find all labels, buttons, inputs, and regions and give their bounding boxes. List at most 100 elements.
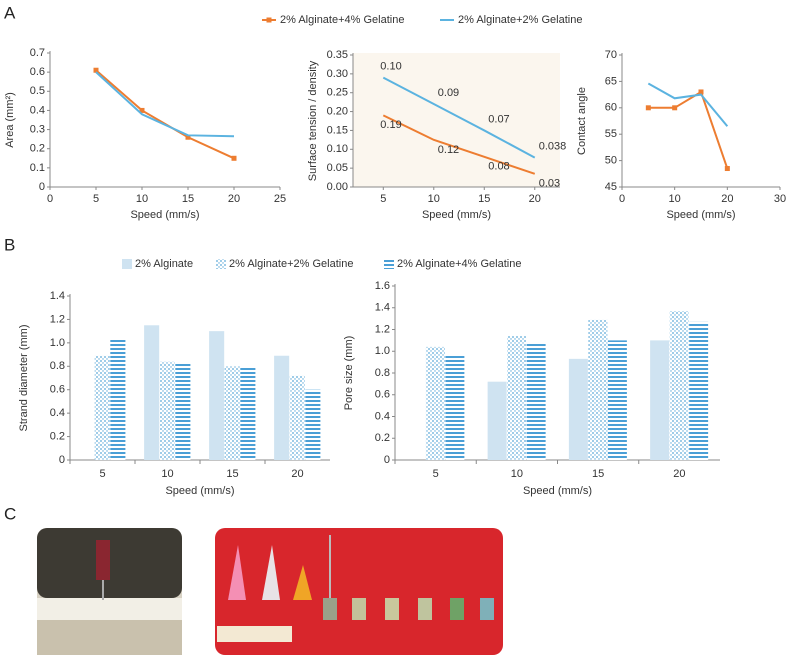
y-tick-label: 0.15 <box>327 124 348 136</box>
point <box>672 105 678 111</box>
bar <box>425 346 445 460</box>
y-tick-label: 70 <box>605 49 617 61</box>
x-axis-title: Speed (mm/s) <box>523 485 592 497</box>
x-tick-label: 10 <box>428 193 440 205</box>
bar <box>669 311 689 460</box>
photo-needles <box>215 528 503 655</box>
line <box>382 114 536 175</box>
bar <box>305 389 321 460</box>
point <box>698 89 704 95</box>
legend-label: 2% Alginate+4% Gelatine <box>397 258 521 270</box>
bar <box>607 340 627 460</box>
legend-swatch <box>384 259 394 269</box>
x-tick-label: 0 <box>47 193 53 205</box>
x-tick-label: 5 <box>433 468 439 480</box>
bar <box>240 366 256 460</box>
legend-label: 2% Alginate+4% Gelatine <box>280 14 404 26</box>
x-axis-title: Speed (mm/s) <box>422 209 491 221</box>
bar <box>650 340 670 460</box>
y-tick-label: 0.25 <box>327 87 348 99</box>
point <box>93 67 99 73</box>
y-tick-label: 0.2 <box>50 430 65 442</box>
bar <box>110 339 126 460</box>
point <box>724 166 730 172</box>
y-axis-title: Contact angle <box>576 87 588 155</box>
y-tick-label: 1.0 <box>50 337 65 349</box>
x-tick-label: 5 <box>99 468 105 480</box>
y-tick-label: 50 <box>605 155 617 167</box>
point-label: 0.038 <box>539 140 567 152</box>
x-tick-label: 15 <box>226 468 238 480</box>
y-axis-title: Surface tension / density <box>307 60 319 181</box>
y-tick-label: 0.10 <box>327 143 348 155</box>
point <box>645 105 651 111</box>
point-label: 0.19 <box>380 119 401 131</box>
line <box>648 90 729 169</box>
y-tick-label: 1.6 <box>375 280 390 292</box>
x-tick-label: 15 <box>592 468 604 480</box>
y-tick-label: 55 <box>605 128 617 140</box>
bar <box>588 319 608 460</box>
y-tick-label: 0.6 <box>50 384 65 396</box>
y-tick-label: 0.8 <box>375 367 390 379</box>
y-tick-label: 0.05 <box>327 162 348 174</box>
x-tick-label: 10 <box>161 468 173 480</box>
y-tick-label: 0.8 <box>50 360 65 372</box>
y-tick-label: 0.2 <box>375 432 390 444</box>
bar <box>445 354 465 460</box>
bar <box>568 358 588 460</box>
x-tick-label: 10 <box>136 193 148 205</box>
legend-label: 2% Alginate+2% Gelatine <box>458 14 582 26</box>
y-tick-label: 65 <box>605 75 617 87</box>
x-tick-label: 20 <box>291 468 303 480</box>
legend-label: 2% Alginate <box>135 258 193 270</box>
x-tick-label: 20 <box>529 193 541 205</box>
bar <box>209 331 225 460</box>
y-tick-label: 0.1 <box>30 162 45 174</box>
x-tick-label: 20 <box>721 193 733 205</box>
y-tick-label: 0.4 <box>375 410 390 422</box>
bar <box>289 375 305 460</box>
line <box>95 69 235 160</box>
x-tick-label: 10 <box>669 193 681 205</box>
y-tick-label: 0.2 <box>30 143 45 155</box>
y-tick-label: 45 <box>605 181 617 193</box>
y-axis-title: Pore size (mm) <box>343 336 355 411</box>
x-tick-label: 20 <box>228 193 240 205</box>
x-tick-label: 25 <box>274 193 286 205</box>
y-tick-label: 0.3 <box>30 123 45 135</box>
x-tick-label: 20 <box>673 468 685 480</box>
y-tick-label: 0.35 <box>327 49 348 61</box>
y-tick-label: 0.20 <box>327 105 348 117</box>
y-tick-label: 0 <box>39 181 45 193</box>
legend-swatch <box>216 259 226 269</box>
y-tick-label: 1.4 <box>375 302 390 314</box>
y-tick-label: 0.7 <box>30 47 45 59</box>
y-tick-label: 60 <box>605 102 617 114</box>
y-tick-label: 0.30 <box>327 68 348 80</box>
photo-printer <box>37 528 182 655</box>
legend-label: 2% Alginate+2% Gelatine <box>229 258 353 270</box>
point-label: 0.10 <box>380 61 401 73</box>
panel-label: A <box>4 3 16 22</box>
bar <box>507 336 527 460</box>
y-axis-title: Strand diameter (mm) <box>18 325 30 432</box>
bar <box>487 381 507 460</box>
x-tick-label: 0 <box>619 193 625 205</box>
panel-label: C <box>4 504 16 523</box>
y-tick-label: 0.6 <box>375 389 390 401</box>
x-axis-title: Speed (mm/s) <box>130 209 199 221</box>
y-tick-label: 1.4 <box>50 290 65 302</box>
point-label: 0.08 <box>488 161 509 173</box>
y-tick-label: 1.2 <box>50 313 65 325</box>
x-tick-label: 15 <box>182 193 194 205</box>
line <box>647 82 729 127</box>
line <box>382 76 536 159</box>
panel-label: B <box>4 235 15 254</box>
point-label: 0.12 <box>438 144 459 156</box>
x-axis-title: Speed (mm/s) <box>165 485 234 497</box>
point-label: 0.07 <box>488 113 509 125</box>
y-tick-label: 1.0 <box>375 345 390 357</box>
x-axis-title: Speed (mm/s) <box>666 209 735 221</box>
